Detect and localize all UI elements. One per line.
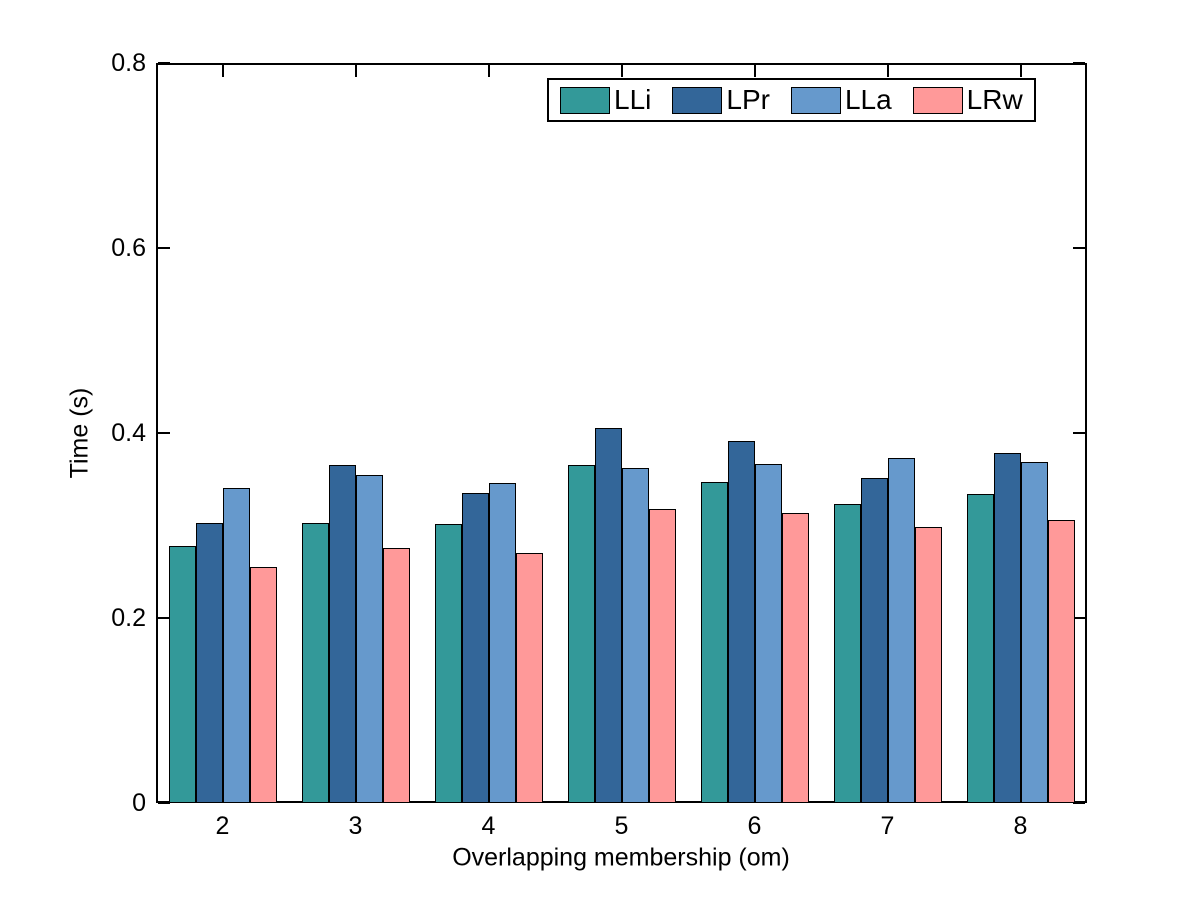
y-tick-label: 0.6 — [111, 234, 146, 262]
x-tick-label: 8 — [1013, 812, 1028, 840]
bar-LPr-om4 — [461, 493, 489, 803]
bar-LLa-om8 — [1020, 461, 1048, 803]
y-tick-mark-left — [158, 432, 170, 434]
bar-LLa-om6 — [754, 463, 782, 803]
legend-entry-LPr: LPr — [672, 85, 770, 115]
bar-LLi-om7 — [833, 504, 861, 803]
bar-LPr-om6 — [727, 441, 755, 803]
bar-LLa-om4 — [488, 482, 516, 803]
legend-label-LPr: LPr — [726, 84, 770, 115]
bar-LRw-om8 — [1047, 519, 1075, 803]
legend-label-LRw: LRw — [966, 84, 1023, 115]
legend-entry-LLa: LLa — [790, 84, 892, 115]
x-tick-label: 5 — [614, 812, 629, 840]
y-tick-mark-left — [158, 617, 170, 619]
x-tick-label: 4 — [481, 812, 496, 840]
y-tick-label: 0.2 — [111, 604, 146, 632]
x-tick-mark-top — [886, 65, 889, 77]
y-tick-mark-left — [158, 62, 170, 64]
y-tick-label: 0 — [132, 789, 146, 817]
bar-LRw-om6 — [781, 512, 809, 803]
y-tick-mark-right — [1073, 247, 1085, 249]
legend-entry-LLi: LLi — [560, 85, 651, 115]
legend-swatch-LLa — [790, 86, 841, 114]
y-tick-mark-right — [1073, 432, 1085, 434]
x-axis-label: Overlapping membership (om) — [452, 843, 790, 872]
legend-label-LLi: LLi — [614, 84, 652, 115]
x-tick-mark-top — [620, 65, 623, 77]
bar-LRw-om7 — [914, 527, 942, 803]
bar-LLa-om5 — [621, 468, 649, 803]
bar-LLi-om4 — [434, 523, 462, 803]
x-tick-mark-top — [1019, 65, 1022, 77]
legend-swatch-LLi — [560, 86, 610, 114]
bar-LLi-om6 — [700, 482, 728, 803]
x-tick-mark-top — [221, 65, 224, 77]
y-tick-mark-left — [158, 802, 170, 804]
legend-label-LLa: LLa — [844, 84, 892, 115]
bar-LLi-om8 — [966, 494, 994, 803]
y-tick-label: 0.4 — [111, 419, 146, 447]
bar-LPr-om2 — [195, 522, 223, 803]
x-tick-mark-top — [487, 65, 490, 77]
x-tick-label: 2 — [215, 812, 230, 840]
bar-LRw-om5 — [648, 508, 676, 803]
bar-LLa-om3 — [355, 474, 383, 803]
legend-swatch-LPr — [672, 86, 723, 114]
x-tick-label: 6 — [747, 812, 762, 840]
bar-LPr-om3 — [328, 465, 356, 803]
bar-LRw-om2 — [249, 567, 277, 803]
bar-LPr-om7 — [860, 478, 888, 803]
x-tick-mark-top — [354, 65, 357, 77]
y-tick-mark-right — [1073, 802, 1085, 804]
legend-entry-LRw: LRw — [912, 84, 1023, 115]
bar-LPr-om5 — [594, 428, 622, 803]
x-tick-label: 7 — [880, 812, 895, 840]
bar-LLi-om3 — [301, 522, 329, 803]
legend: LLi LPr LLa LRw — [547, 78, 1036, 122]
bar-LLa-om7 — [887, 457, 915, 803]
bar-LLa-om2 — [222, 487, 250, 803]
bar-LPr-om8 — [993, 453, 1021, 803]
bar-LRw-om4 — [515, 553, 543, 803]
y-tick-label: 0.8 — [111, 49, 146, 77]
bar-LLi-om2 — [168, 545, 196, 803]
y-tick-mark-right — [1073, 62, 1085, 64]
x-tick-label: 3 — [348, 812, 363, 840]
bar-LRw-om3 — [382, 547, 410, 803]
y-tick-mark-left — [158, 247, 170, 249]
bar-LLi-om5 — [567, 465, 595, 803]
y-tick-mark-right — [1073, 617, 1085, 619]
x-tick-mark-top — [753, 65, 756, 77]
legend-swatch-LRw — [912, 86, 963, 114]
